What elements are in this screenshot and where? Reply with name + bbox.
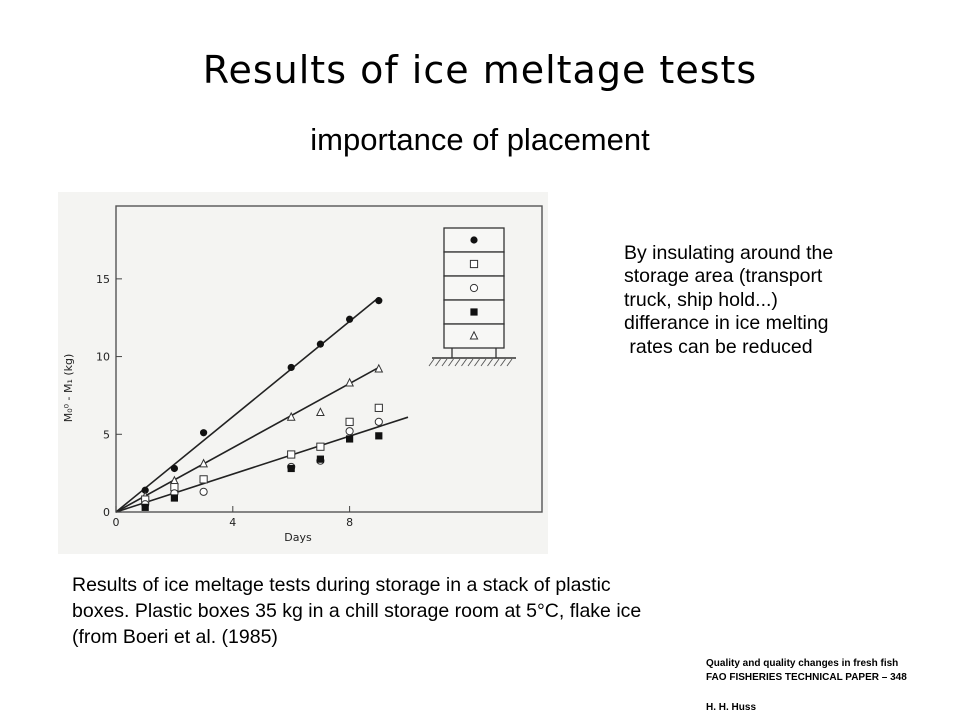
- floor-hatch: [448, 358, 454, 367]
- data-point: [346, 315, 354, 323]
- floor-hatch: [461, 358, 467, 367]
- data-point: [287, 464, 295, 473]
- data-point: [346, 435, 354, 443]
- y-tick-label: 0: [103, 506, 110, 519]
- reference-author: H. H. Huss: [706, 702, 757, 713]
- note-line: rates can be reduced: [624, 335, 813, 358]
- source-reference: Quality and quality changes in fresh fis…: [706, 657, 956, 715]
- reference-title: Quality and quality changes in fresh fis…: [706, 658, 899, 669]
- fit-line: [115, 296, 380, 513]
- reference-series: FAO FISHERIES TECHNICAL PAPER – 348: [706, 672, 907, 683]
- floor-hatch: [506, 358, 513, 367]
- note-line: differance in ice melting: [624, 312, 829, 335]
- data-point: [375, 432, 383, 440]
- data-point: [141, 503, 149, 511]
- note-line: truck, ship hold...): [624, 288, 778, 311]
- data-point: [315, 407, 325, 417]
- data-point: [375, 297, 383, 305]
- data-point: [316, 340, 324, 348]
- data-point: [470, 236, 478, 244]
- caption-line: (from Boeri et al. (1985): [72, 626, 278, 648]
- data-point: [199, 475, 208, 484]
- floor-hatch: [435, 358, 441, 367]
- y-tick-label: 15: [96, 273, 110, 286]
- data-point: [316, 442, 325, 451]
- fit-line: [115, 416, 409, 513]
- caption-line: boxes. Plastic boxes 35 kg in a chill st…: [72, 600, 642, 622]
- data-point: [374, 417, 383, 426]
- data-point: [199, 458, 209, 468]
- data-point: [199, 487, 208, 496]
- floor-hatch: [467, 358, 474, 367]
- stack-box: [443, 323, 505, 349]
- fit-line: [115, 366, 380, 513]
- floor-hatch: [500, 358, 506, 367]
- floor-hatch: [493, 358, 500, 367]
- data-point: [374, 363, 384, 373]
- floor-hatch: [441, 358, 448, 367]
- data-point: [469, 259, 479, 269]
- figure-caption: Results of ice meltage tests during stor…: [72, 572, 772, 650]
- floor-hatch: [487, 358, 493, 367]
- axis-ticks: 0 5 10 15 0 4 8: [96, 273, 353, 529]
- data-point: [170, 494, 178, 502]
- caption-line: Results of ice meltage tests during stor…: [72, 574, 611, 596]
- y-tick-label: 5: [103, 428, 110, 441]
- note-line: storage area (transport: [624, 265, 823, 288]
- slide-title: Results of ice meltage tests: [202, 48, 758, 92]
- note-line: By insulating around the: [624, 242, 834, 264]
- x-tick-label: 4: [229, 516, 236, 529]
- floor-hatch: [428, 358, 435, 367]
- x-tick-label: 8: [346, 516, 353, 529]
- data-point: [374, 403, 383, 412]
- insulation-note: By insulating around the storage area (t…: [624, 242, 944, 359]
- data-markers: [140, 297, 384, 511]
- data-point: [469, 283, 479, 293]
- box-stack-diagram: [428, 227, 516, 367]
- ice-meltage-chart: 0 5 10 15 0 4 8 Days M₀⁰ - M₁ (kg): [62, 205, 543, 544]
- data-point: [345, 417, 354, 426]
- floor-hatch: [474, 358, 480, 367]
- slide-subtitle: importance of placement: [310, 122, 650, 157]
- plot-border: [115, 205, 543, 513]
- data-point: [287, 363, 295, 372]
- data-point: [345, 427, 354, 436]
- data-point: [469, 330, 479, 340]
- x-tick-label: 0: [113, 516, 120, 529]
- floor-hatch: [454, 358, 461, 367]
- data-point: [170, 464, 178, 473]
- data-point: [316, 455, 324, 463]
- ice-meltage-figure: 0 5 10 15 0 4 8 Days M₀⁰ - M₁ (kg): [58, 192, 548, 554]
- data-point: [286, 411, 296, 421]
- data-point: [345, 377, 355, 387]
- floor-hatch: [480, 358, 487, 367]
- data-point: [470, 308, 478, 316]
- data-point: [200, 429, 208, 437]
- plot-frame: [115, 205, 543, 513]
- data-point: [141, 486, 149, 494]
- y-tick-label: 10: [96, 351, 110, 364]
- fit-lines: [115, 296, 409, 513]
- y-axis-label: M₀⁰ - M₁ (kg): [62, 354, 75, 423]
- x-axis-label: Days: [284, 531, 312, 544]
- data-point: [287, 450, 296, 459]
